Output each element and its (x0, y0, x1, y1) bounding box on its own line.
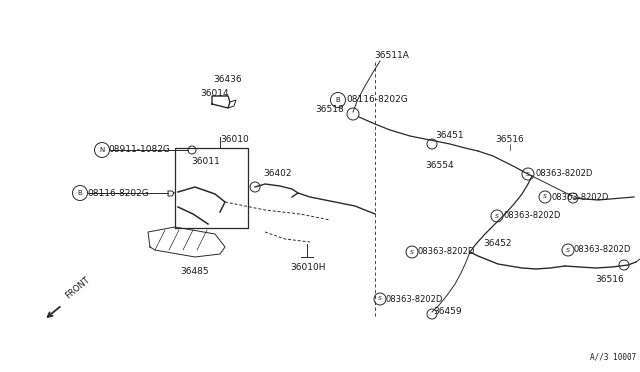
Text: N: N (99, 147, 104, 153)
Text: 08363-8202D: 08363-8202D (504, 212, 561, 221)
Text: S: S (495, 214, 499, 218)
Text: 08116-8202G: 08116-8202G (87, 189, 148, 198)
Text: FRONT: FRONT (64, 276, 92, 301)
Text: 36436: 36436 (214, 74, 243, 83)
Text: 36010: 36010 (221, 135, 250, 144)
Text: 36485: 36485 (180, 267, 209, 276)
Text: 08911-1082G: 08911-1082G (108, 145, 170, 154)
Text: S: S (378, 296, 382, 301)
Text: S: S (543, 195, 547, 199)
Text: 36402: 36402 (264, 170, 292, 179)
Text: B: B (335, 97, 340, 103)
Text: 36554: 36554 (426, 160, 454, 170)
Text: S: S (526, 171, 530, 176)
Text: 36518: 36518 (316, 106, 344, 115)
Text: 36010H: 36010H (291, 263, 326, 272)
Text: 08363-8202D: 08363-8202D (574, 246, 632, 254)
Text: S: S (410, 250, 414, 254)
Text: 36011: 36011 (191, 157, 220, 167)
Text: B: B (77, 190, 83, 196)
Text: 08363-8202D: 08363-8202D (386, 295, 444, 304)
Text: 08363-8202D: 08363-8202D (418, 247, 476, 257)
Text: 36452: 36452 (484, 238, 512, 247)
Text: 36014: 36014 (201, 89, 229, 97)
Text: 08363-8202D: 08363-8202D (551, 192, 609, 202)
Text: 08116-8202G: 08116-8202G (346, 96, 408, 105)
Text: A//3 10007: A//3 10007 (589, 353, 636, 362)
Text: 36511A: 36511A (374, 51, 410, 60)
Text: 08363-8202D: 08363-8202D (535, 170, 593, 179)
Text: S: S (566, 247, 570, 253)
Text: 36451: 36451 (436, 131, 464, 140)
Text: 36516: 36516 (596, 275, 625, 283)
Text: 36459: 36459 (434, 308, 462, 317)
Text: 36516: 36516 (495, 135, 524, 144)
